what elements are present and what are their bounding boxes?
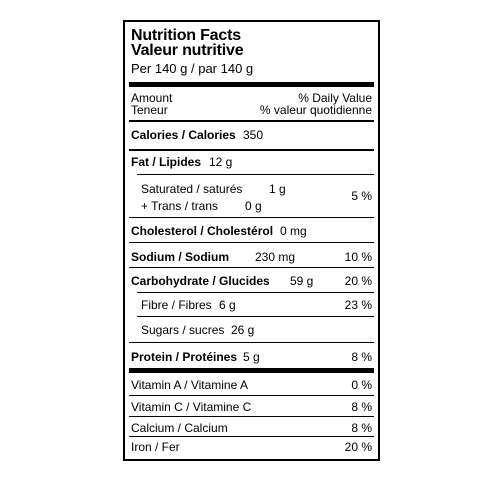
amount-heading-fr: Teneur bbox=[131, 103, 168, 117]
protein-divider bbox=[129, 368, 374, 373]
sodium-label: Sodium / Sodium bbox=[131, 250, 229, 264]
carbohydrate-dv: 20 % bbox=[344, 274, 372, 288]
calories-divider bbox=[129, 149, 374, 151]
title-fr: Valeur nutritive bbox=[131, 42, 244, 59]
cholesterol-label: Cholesterol / Cholestérol bbox=[131, 224, 274, 238]
calcium-dv: 8 % bbox=[351, 421, 372, 435]
saturated-trans-dv: 5 % bbox=[351, 189, 372, 203]
calories-amount: 350 bbox=[243, 128, 264, 142]
sodium-amount: 230 mg bbox=[255, 250, 296, 264]
fat-amount: 12 g bbox=[209, 155, 233, 169]
fibre-amount: 6 g bbox=[219, 298, 236, 312]
vitamin-c-dv: 8 % bbox=[351, 400, 372, 414]
title-en: Nutrition Facts bbox=[131, 27, 241, 44]
sugars-label: Sugars / sucres bbox=[141, 323, 225, 337]
carbohydrate-amount: 59 g bbox=[290, 274, 314, 288]
fat-label: Fat / Lipides bbox=[131, 155, 202, 169]
amount-heading-en: Amount bbox=[131, 91, 173, 105]
carbohydrate-label: Carbohydrate / Glucides bbox=[131, 274, 270, 288]
daily-value-heading-en: % Daily Value bbox=[298, 91, 372, 105]
trans-label: + Trans / trans bbox=[141, 199, 219, 213]
nutrition-facts-label: Nutrition Facts Valeur nutritive Per 140… bbox=[123, 20, 380, 461]
sodium-divider bbox=[129, 267, 374, 268]
daily-value-heading-fr: % valeur quotidienne bbox=[259, 103, 372, 117]
sugars-divider bbox=[129, 342, 374, 343]
fibre-dv: 23 % bbox=[344, 298, 372, 312]
protein-amount: 5 g bbox=[243, 350, 260, 364]
vitamin-a-dv: 0 % bbox=[351, 378, 372, 392]
protein-label: Protein / Protéines bbox=[131, 350, 238, 364]
trans-amount: 0 g bbox=[245, 199, 262, 213]
fat-divider bbox=[137, 174, 374, 175]
calories-label: Calories / Calories bbox=[131, 128, 236, 142]
sodium-dv: 10 % bbox=[344, 250, 372, 264]
cholesterol-divider bbox=[129, 242, 374, 243]
cholesterol-amount: 0 mg bbox=[280, 224, 307, 238]
saturated-amount: 1 g bbox=[269, 182, 286, 196]
header-divider bbox=[129, 82, 374, 87]
iron-dv: 20 % bbox=[344, 440, 372, 454]
serving-size: Per 140 g / par 140 g bbox=[131, 61, 254, 76]
carbohydrate-divider bbox=[137, 292, 374, 293]
vitamin-c-divider bbox=[129, 416, 374, 417]
sugars-amount: 26 g bbox=[231, 323, 255, 337]
column-heads-divider bbox=[129, 120, 374, 122]
vitamin-a-label: Vitamin A / Vitamine A bbox=[131, 378, 248, 392]
iron-label: Iron / Fer bbox=[131, 440, 180, 454]
protein-dv: 8 % bbox=[351, 350, 372, 364]
vitamin-c-label: Vitamin C / Vitamine C bbox=[131, 400, 252, 414]
fibre-divider bbox=[137, 316, 374, 317]
fibre-label: Fibre / Fibres bbox=[141, 298, 212, 312]
saturated-label: Saturated / saturés bbox=[141, 182, 243, 196]
calcium-divider bbox=[129, 436, 374, 437]
vitamin-a-divider bbox=[129, 395, 374, 396]
calcium-label: Calcium / Calcium bbox=[131, 421, 228, 435]
sat-trans-divider bbox=[129, 217, 374, 218]
